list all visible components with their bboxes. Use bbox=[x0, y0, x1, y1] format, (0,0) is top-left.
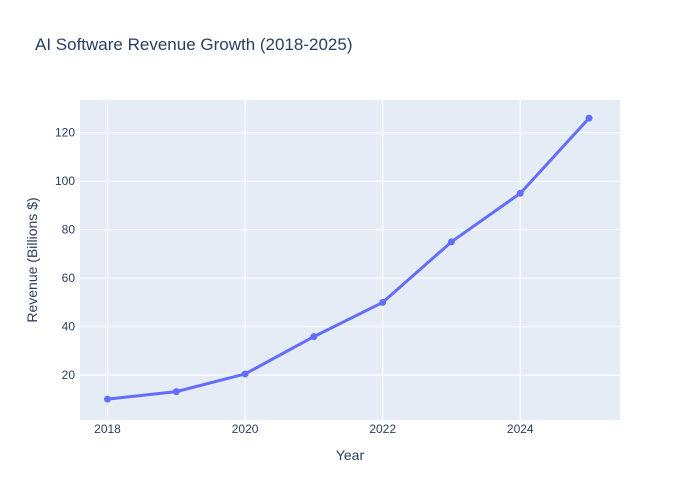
series-markers bbox=[104, 114, 593, 403]
x-gridlines bbox=[107, 100, 521, 420]
y-tick-label: 60 bbox=[62, 271, 76, 285]
y-tick-label: 40 bbox=[62, 320, 76, 334]
data-point-2024 bbox=[516, 189, 524, 197]
data-point-2019 bbox=[172, 388, 180, 396]
y-tick-label: 20 bbox=[62, 368, 76, 382]
y-tick-label: 80 bbox=[62, 223, 76, 237]
x-axis-title: Year bbox=[336, 447, 365, 463]
y-tick-label: 100 bbox=[55, 174, 75, 188]
x-tick-label: 2018 bbox=[94, 422, 121, 436]
chart-title: AI Software Revenue Growth (2018-2025) bbox=[35, 35, 353, 54]
data-point-2023 bbox=[447, 238, 455, 246]
x-tick-labels: 2018 2020 2022 2024 bbox=[94, 422, 534, 436]
plot-area bbox=[80, 100, 620, 420]
data-point-2025 bbox=[585, 114, 593, 122]
x-tick-label: 2020 bbox=[232, 422, 259, 436]
data-point-2020 bbox=[241, 370, 249, 378]
y-axis-title: Revenue (Billions $) bbox=[24, 197, 40, 322]
y-tick-label: 120 bbox=[55, 126, 75, 140]
series-line bbox=[107, 117, 591, 401]
data-point-2021 bbox=[310, 333, 318, 341]
data-point-2018 bbox=[104, 395, 112, 403]
y-tick-labels: 20 40 60 80 100 120 bbox=[55, 126, 75, 382]
x-tick-label: 2022 bbox=[369, 422, 396, 436]
data-point-2022 bbox=[379, 298, 387, 306]
x-tick-label: 2024 bbox=[507, 422, 534, 436]
